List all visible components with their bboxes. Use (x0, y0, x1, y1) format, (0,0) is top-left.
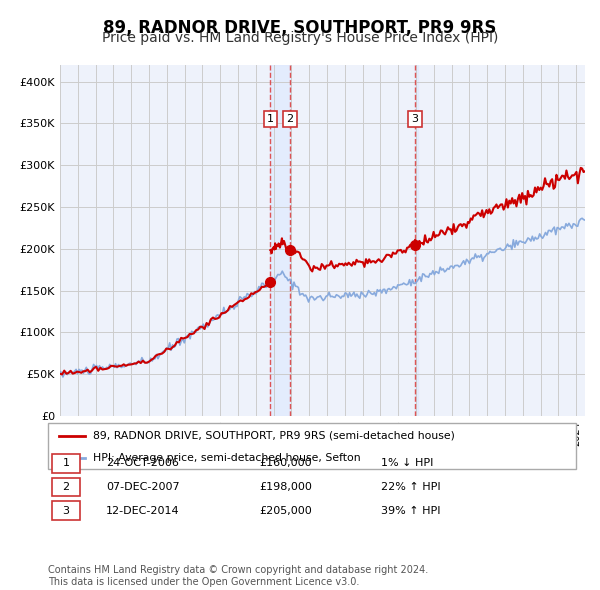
Bar (271, 65, 290, 416)
Text: £198,000: £198,000 (259, 482, 312, 492)
Text: HPI: Average price, semi-detached house, Sefton: HPI: Average price, semi-detached house,… (93, 453, 361, 463)
Text: Contains HM Land Registry data © Crown copyright and database right 2024.
This d: Contains HM Land Registry data © Crown c… (48, 565, 428, 587)
Text: 1: 1 (267, 114, 274, 124)
Text: 3: 3 (412, 114, 419, 124)
FancyBboxPatch shape (52, 478, 80, 496)
Text: 24-OCT-2006: 24-OCT-2006 (106, 458, 179, 468)
Text: Price paid vs. HM Land Registry's House Price Index (HPI): Price paid vs. HM Land Registry's House … (102, 31, 498, 45)
FancyBboxPatch shape (52, 502, 80, 520)
Bar (415, 65, 418, 416)
Text: 12-DEC-2014: 12-DEC-2014 (106, 506, 180, 516)
Text: 1: 1 (62, 458, 70, 468)
Text: 2: 2 (287, 114, 293, 124)
Text: 2: 2 (62, 482, 70, 492)
Text: 39% ↑ HPI: 39% ↑ HPI (380, 506, 440, 516)
Text: 89, RADNOR DRIVE, SOUTHPORT, PR9 9RS: 89, RADNOR DRIVE, SOUTHPORT, PR9 9RS (103, 19, 497, 37)
Text: 1% ↓ HPI: 1% ↓ HPI (380, 458, 433, 468)
Text: 22% ↑ HPI: 22% ↑ HPI (380, 482, 440, 492)
Text: 89, RADNOR DRIVE, SOUTHPORT, PR9 9RS (semi-detached house): 89, RADNOR DRIVE, SOUTHPORT, PR9 9RS (se… (93, 431, 455, 441)
Text: £205,000: £205,000 (259, 506, 312, 516)
Text: 07-DEC-2007: 07-DEC-2007 (106, 482, 180, 492)
Text: 3: 3 (62, 506, 70, 516)
FancyBboxPatch shape (48, 423, 576, 469)
Text: £160,000: £160,000 (259, 458, 312, 468)
FancyBboxPatch shape (52, 454, 80, 473)
